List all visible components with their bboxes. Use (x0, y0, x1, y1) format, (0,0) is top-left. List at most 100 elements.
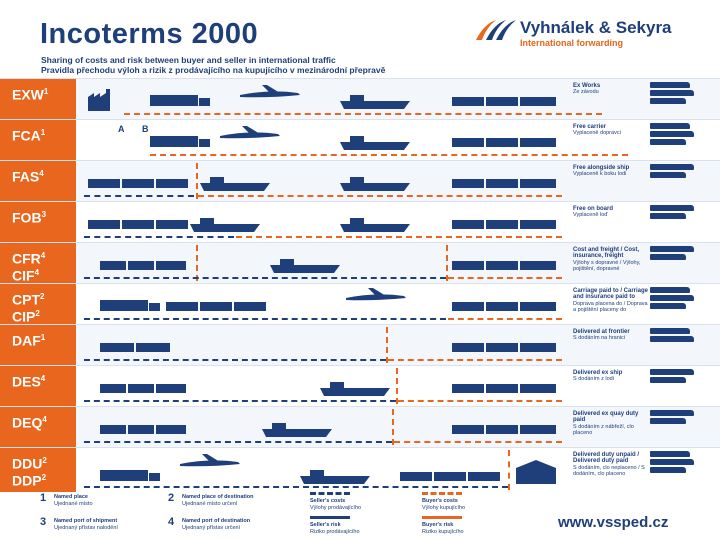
truck-icon (100, 470, 160, 481)
mode-ship-icon (650, 418, 686, 424)
plane-icon (220, 126, 280, 139)
mode-icons (650, 122, 710, 147)
risk-transfer-marker (386, 327, 388, 363)
train-icon (400, 472, 500, 481)
mode-icons (650, 163, 710, 180)
train-icon (452, 138, 556, 147)
mode-icons (650, 409, 710, 426)
train-icon (452, 425, 556, 434)
train-icon (452, 343, 556, 352)
ship-icon (340, 95, 410, 109)
term-code: DES4 (0, 366, 76, 406)
company-name: Vyhnálek & Sekyra (520, 18, 672, 37)
legend: 1 Named place Ujednané místo 3 Named port o… (40, 492, 466, 535)
term-code: CFR4 CIF4 (0, 243, 76, 283)
row-fob: FOB3 Free on board Vyplaceně loď (0, 201, 720, 242)
train-icon (452, 179, 556, 188)
mode-icons (650, 245, 710, 262)
ship-icon (320, 382, 390, 396)
row-fca: FCA1 A B Free carrier Vyplaceně dopravci (0, 119, 720, 160)
plane-icon (180, 454, 240, 467)
mode-plane-icon (650, 459, 694, 465)
train-icon (100, 343, 170, 352)
term-code: EXW1 (0, 79, 76, 119)
company-logo-icon (476, 20, 516, 40)
mode-ship-icon (650, 139, 686, 145)
row-cfr-cif: CFR4 CIF4 Cost and freight / Cost, insura… (0, 242, 720, 283)
cost-line-buyer (448, 318, 562, 320)
cost-line-seller (84, 486, 508, 488)
mode-plane-icon (650, 131, 694, 137)
point-b-label: B (142, 124, 149, 134)
mode-icons (650, 368, 710, 385)
term-code: FCA1 (0, 120, 76, 160)
mode-plane-icon (650, 90, 694, 96)
cost-line-buyer (236, 236, 562, 238)
cost-line-buyer (398, 400, 562, 402)
risk-transfer-marker (196, 245, 198, 281)
term-code: FOB3 (0, 202, 76, 242)
mode-truck-icon (650, 328, 690, 334)
point-a-label: A (118, 124, 125, 134)
train-icon (88, 179, 188, 188)
train-icon (88, 220, 188, 229)
risk-transfer-marker (446, 245, 448, 281)
mode-icons (650, 450, 710, 475)
term-code: CPT2 CIP2 (0, 284, 76, 324)
cost-line-buyer (448, 277, 562, 279)
term-code: DEQ4 (0, 407, 76, 447)
train-icon (452, 302, 556, 311)
term-description: Free on board Vyplaceně loď (573, 206, 614, 219)
risk-transfer-marker (396, 368, 398, 404)
term-description: Carriage paid to / Carriage and insuranc… (573, 288, 649, 314)
cost-line (150, 154, 628, 156)
mode-truck-icon (650, 451, 690, 457)
mode-ship-icon (650, 254, 686, 260)
train-icon (166, 302, 266, 311)
mode-ship-icon (650, 467, 686, 473)
row-exw: EXW1 Ex Works Ze závodu (0, 78, 720, 119)
ship-icon (340, 177, 410, 191)
train-icon (100, 384, 186, 393)
ship-icon (340, 136, 410, 150)
train-icon (100, 425, 186, 434)
subtitle-czech: Pravidla přechodu výloh a rizik z prodáv… (41, 65, 386, 75)
mode-ship-icon (650, 369, 694, 375)
mode-ship-icon (650, 213, 686, 219)
cost-line-buyer (388, 359, 562, 361)
website-link[interactable]: www.vssped.cz (558, 514, 669, 531)
truck-icon (150, 136, 210, 147)
mode-ship-icon (650, 205, 694, 211)
train-icon (100, 261, 186, 270)
mode-plane-icon (650, 295, 694, 301)
train-icon (452, 220, 556, 229)
ship-icon (200, 177, 270, 191)
mode-truck-icon (650, 123, 690, 129)
mode-ship-icon (650, 410, 694, 416)
truck-icon (150, 95, 210, 106)
truck-icon (100, 300, 160, 311)
plane-icon (240, 85, 300, 98)
ship-icon (262, 423, 332, 437)
row-fas: FAS4 Free alongside ship Vyplaceně k boku… (0, 160, 720, 201)
term-description: Delivered ex ship S dodáním z lodi (573, 370, 623, 383)
mode-icons (650, 204, 710, 221)
ship-icon (190, 218, 260, 232)
term-description: Delivered at frontier S dodáním na hranic… (573, 329, 630, 342)
term-description: Delivered duty unpaid / Delivered duty p… (573, 452, 645, 478)
mode-ship-icon (650, 246, 694, 252)
incoterms-table: EXW1 Ex Works Ze závodu FCA1 A B Free car… (0, 78, 720, 492)
mode-truck-icon (650, 287, 690, 293)
mode-truck-icon (650, 82, 690, 88)
warehouse-icon (516, 460, 556, 484)
train-icon (452, 384, 556, 393)
mode-ship-icon (650, 172, 686, 178)
term-description: Ex Works Ze závodu (573, 83, 601, 96)
subtitle-english: Sharing of costs and risk between buyer … (41, 55, 336, 65)
mode-ship-icon (650, 164, 694, 170)
term-code: DDU2 DDP2 (0, 448, 76, 492)
term-code: DAF1 (0, 325, 76, 365)
row-daf: DAF1 Delivered at frontier S dodáním na h… (0, 324, 720, 365)
train-icon (452, 261, 556, 270)
cost-line-buyer (394, 441, 562, 443)
